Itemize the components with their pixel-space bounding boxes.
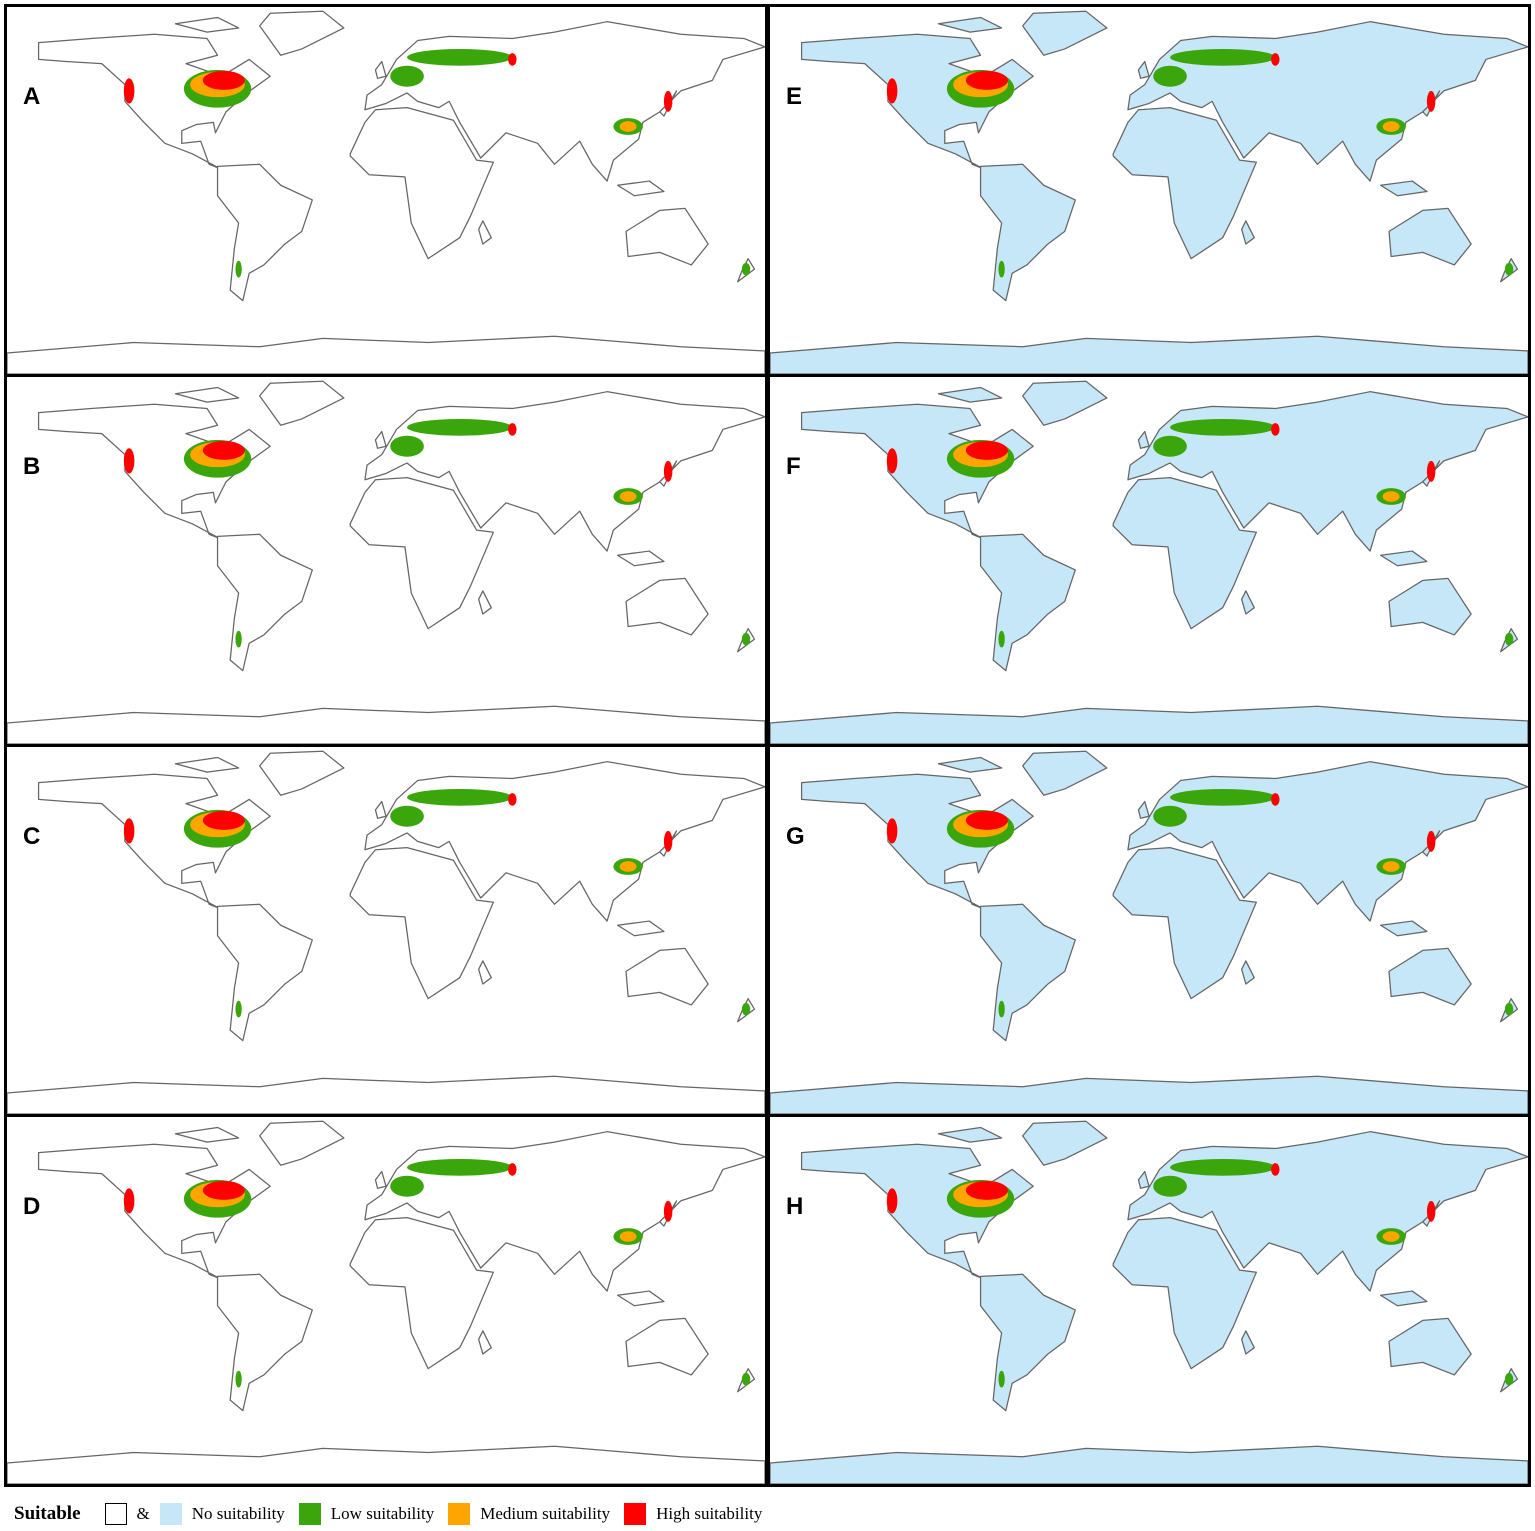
land (770, 380, 1528, 744)
land (7, 1120, 765, 1484)
land (7, 10, 765, 374)
panel-label: B (23, 453, 41, 480)
map-panel: F (767, 374, 1531, 747)
world-map (7, 1120, 765, 1484)
legend-title: Suitable (14, 1503, 81, 1524)
map-panel: G (767, 744, 1531, 1117)
legend-swatch (448, 1503, 471, 1525)
map-panel: B (4, 374, 768, 747)
map-panel: D (4, 1114, 768, 1487)
world-map (7, 10, 765, 374)
map-panel: E (767, 4, 1531, 377)
panel-label: F (786, 453, 801, 480)
legend-swatch (159, 1503, 182, 1525)
map-panel: A (4, 4, 768, 377)
panel-label: C (23, 823, 41, 850)
world-map (770, 1120, 1528, 1484)
panel-label: G (786, 823, 805, 850)
world-map (770, 750, 1528, 1114)
world-map (7, 750, 765, 1114)
world-map (770, 380, 1528, 744)
map-panel: C (4, 744, 768, 1117)
land (770, 1120, 1528, 1484)
panel-label: D (23, 1193, 41, 1220)
land (7, 380, 765, 744)
legend-joiner: & (136, 1504, 150, 1523)
legend-swatch (298, 1503, 321, 1525)
legend-swatch (104, 1503, 127, 1525)
panel-label: E (786, 83, 803, 110)
map-panel: H (767, 1114, 1531, 1487)
legend-label: Medium suitability (480, 1504, 611, 1523)
legend-label: Low suitability (330, 1504, 435, 1523)
panel-label: H (786, 1193, 804, 1220)
land (770, 10, 1528, 374)
land (7, 750, 765, 1114)
world-map (770, 10, 1528, 374)
legend-label: No suitability (191, 1504, 285, 1523)
land (770, 750, 1528, 1114)
panel-label: A (23, 83, 41, 110)
legend-label: High suitability (656, 1504, 763, 1523)
legend: Suitable & No suitability Low suitability Me… (14, 1500, 776, 1528)
world-map (7, 380, 765, 744)
legend-swatch (624, 1503, 647, 1525)
